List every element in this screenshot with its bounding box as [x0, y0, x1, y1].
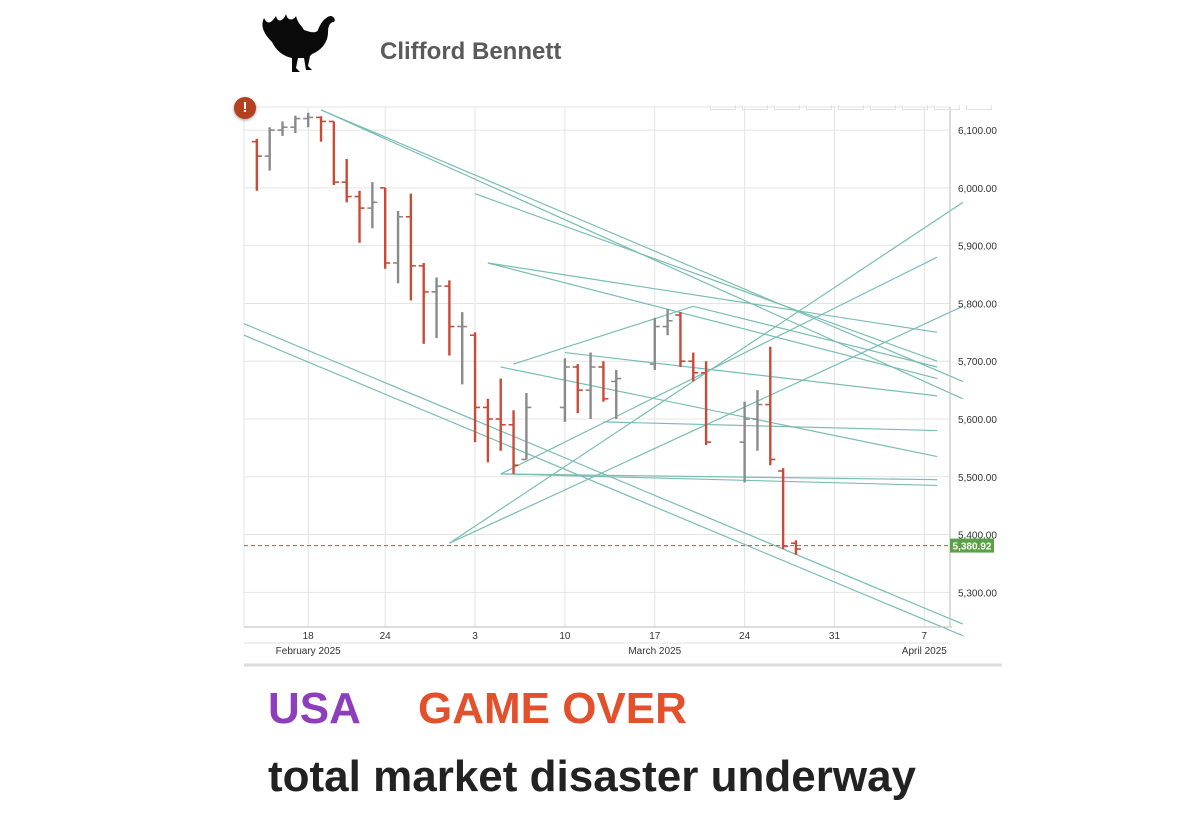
plot-area: [243, 106, 951, 628]
x-tick-label: 24: [380, 631, 392, 642]
headline-usa: USA: [268, 684, 361, 733]
header: Clifford Bennett: [250, 8, 850, 78]
toolbar-slot[interactable]: [934, 105, 960, 110]
exclamation-icon[interactable]: !: [234, 97, 256, 119]
toolbar-slot[interactable]: [902, 105, 928, 110]
headline-line-2: total market disaster underway: [268, 752, 917, 801]
x-tick-label: 10: [559, 631, 571, 642]
chart-panel: 6,100.00 6,000.00 5,900.00 5,800.00 5,700.00…: [232, 95, 1004, 667]
trendline: [513, 305, 694, 365]
headline-game-over: GAME OVER: [418, 684, 687, 733]
toolbar-slot[interactable]: [774, 105, 800, 110]
turkey-silhouette-icon: [262, 14, 335, 72]
trendline: [243, 323, 964, 625]
trendline: [500, 473, 938, 481]
author-name: Clifford Bennett: [380, 38, 562, 65]
last-price-tag: [950, 538, 994, 553]
headline-line-1: USA GAME OVER: [268, 684, 687, 734]
y-tick-label: 5,300.00: [958, 588, 997, 599]
trendline: [474, 193, 938, 362]
trendline: [500, 256, 938, 475]
y-tick-label: 5,700.00: [958, 357, 997, 368]
x-month-label: March 2025: [628, 646, 681, 657]
x-month-label: April 2025: [902, 646, 947, 657]
last-price-label: 5,380.92: [953, 542, 992, 553]
y-tick-label: 5,400.00: [958, 531, 997, 542]
x-tick-label: 31: [829, 631, 841, 642]
y-tick-label: 5,600.00: [958, 415, 997, 426]
trendline: [500, 366, 938, 458]
trendline: [243, 334, 964, 637]
toolbar-slot[interactable]: [806, 105, 832, 110]
x-month-label: February 2025: [276, 646, 341, 657]
y-tick-label: 6,100.00: [958, 126, 997, 137]
toolbar-slot[interactable]: [838, 105, 864, 110]
trendline: [487, 262, 938, 333]
y-tick-label: 5,900.00: [958, 242, 997, 253]
y-tick-label: 6,000.00: [958, 184, 997, 195]
toolbar-slot[interactable]: [966, 105, 992, 110]
toolbar-slot[interactable]: [870, 105, 896, 110]
trendline: [320, 109, 964, 382]
price-chart: 6,100.00 6,000.00 5,900.00 5,800.00 5,700.00…: [243, 106, 1002, 667]
x-tick-label: 17: [649, 631, 661, 642]
chart-toolbar: [710, 105, 992, 110]
trendline: [693, 305, 938, 368]
trendline: [500, 473, 938, 487]
x-tick-label: 24: [739, 631, 751, 642]
x-tick-label: 18: [303, 631, 315, 642]
toolbar-slot[interactable]: [710, 105, 736, 110]
x-tick-label: 7: [922, 631, 928, 642]
trendline: [487, 262, 938, 380]
y-tick-label: 5,500.00: [958, 473, 997, 484]
y-tick-label: 5,800.00: [958, 299, 997, 310]
x-tick-label: 3: [472, 631, 478, 642]
toolbar-slot[interactable]: [742, 105, 768, 110]
trendline: [564, 351, 938, 397]
